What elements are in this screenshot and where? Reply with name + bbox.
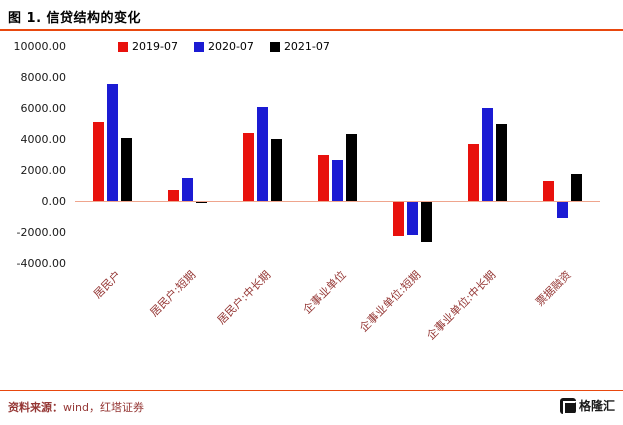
bar-2019-07-居民户:短期 (168, 190, 179, 201)
bar-2019-07-企事业单位:短期 (393, 202, 404, 237)
bar-2020-07-企事业单位:短期 (407, 202, 418, 235)
bar-2019-07-居民户:中长期 (243, 132, 254, 201)
y-axis: 10000.00 8000.00 6000.00 4000.00 2000.00 0.00… (0, 40, 67, 270)
bar-2019-07-企事业单位 (318, 154, 329, 201)
x-axis-label: 居民户 (90, 268, 124, 301)
x-axis-label: 居民户:短期 (147, 268, 199, 320)
source-note: 资料来源：wind，红塔证券 (8, 399, 144, 415)
bar-2020-07-票据融资 (557, 202, 568, 218)
bar-2021-07-企事业单位:短期 (421, 202, 432, 242)
bar-2021-07-居民户 (121, 138, 132, 201)
legend-label: 2021-07 (283, 40, 330, 53)
bar-2021-07-居民户:中长期 (271, 139, 282, 201)
y-axis-label: 2000.00 (20, 164, 67, 177)
legend-item: 2020-07 (193, 40, 254, 53)
zero-axis-line (75, 201, 600, 202)
bar-2020-07-企事业单位:中长期 (482, 108, 493, 201)
figure-title: 图 1. 信贷结构的变化 (8, 11, 142, 26)
legend-swatch (193, 41, 204, 52)
legend-label: 2020-07 (207, 40, 254, 53)
y-axis-label: 4000.00 (20, 133, 67, 146)
legend-item: 2019-07 (118, 40, 178, 53)
x-axis-label: 企事业单位 (300, 268, 349, 317)
bar-2020-07-居民户 (107, 83, 118, 201)
y-axis-label: 6000.00 (20, 102, 67, 115)
y-axis-label: 8000.00 (20, 71, 67, 84)
bar-2021-07-居民户:短期 (196, 202, 207, 204)
bar-2021-07-企事业单位 (346, 133, 357, 201)
bar-2019-07-企事业单位:中长期 (468, 143, 479, 201)
chart-legend: 2019-07 2020-07 2021-07 (118, 40, 330, 53)
legend-item: 2021-07 (269, 40, 330, 53)
bar-2020-07-居民户:中长期 (257, 106, 268, 201)
bar-2020-07-居民户:短期 (182, 177, 193, 201)
x-axis-label: 企事业单位:短期 (356, 268, 424, 335)
y-axis-label: 10000.00 (13, 40, 67, 53)
legend-swatch (269, 41, 280, 52)
legend-swatch (118, 41, 128, 52)
bar-2021-07-票据融资 (571, 173, 582, 201)
x-axis-label: 票据融资 (532, 268, 574, 309)
gelonghui-icon (559, 397, 577, 415)
bar-2020-07-企事业单位 (332, 160, 343, 201)
y-axis-label: -2000.00 (16, 226, 66, 239)
x-axis: 居民户 居民户:短期 居民户:中长期 企事业单位 企事业单位:短期 企事业单位:中长期 票据… (75, 267, 600, 382)
title-divider (0, 29, 623, 31)
gelonghui-text: 格隆汇 (578, 399, 615, 413)
footer-divider (0, 390, 623, 391)
bar-2019-07-居民户 (93, 121, 104, 201)
bar-2019-07-票据融资 (543, 181, 554, 201)
bar-2021-07-企事业单位:中长期 (496, 124, 507, 201)
source-label: 资料来源： (8, 401, 63, 414)
legend-label: 2019-07 (132, 40, 178, 53)
plot-area (75, 46, 600, 263)
x-axis-label: 企事业单位:中长期 (424, 268, 499, 343)
y-axis-label: 0.00 (41, 195, 67, 208)
source-text: wind，红塔证券 (63, 401, 145, 414)
y-axis-label: -4000.00 (16, 257, 66, 270)
x-axis-label: 居民户:中长期 (214, 268, 274, 327)
gelonghui-logo: 格隆汇 (559, 397, 615, 415)
